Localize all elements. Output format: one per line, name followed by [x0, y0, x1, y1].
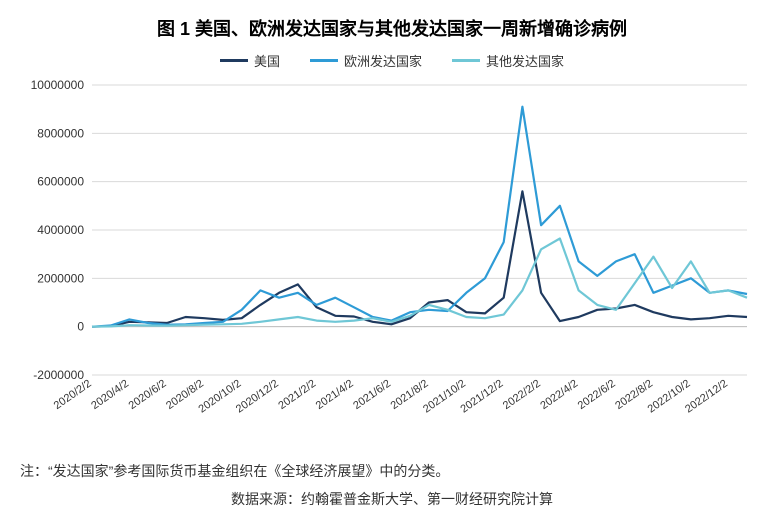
svg-text:4000000: 4000000 — [37, 223, 84, 237]
legend-label-us: 美国 — [254, 51, 280, 70]
svg-text:2022/6/2: 2022/6/2 — [576, 378, 618, 412]
legend-label-eu: 欧洲发达国家 — [344, 51, 422, 70]
svg-text:2021/2/2: 2021/2/2 — [276, 378, 318, 412]
legend-swatch-us — [220, 59, 248, 62]
svg-text:0: 0 — [77, 320, 84, 334]
svg-text:2000000: 2000000 — [37, 271, 84, 285]
svg-text:2020/4/2: 2020/4/2 — [89, 378, 131, 412]
svg-text:2021/6/2: 2021/6/2 — [351, 378, 393, 412]
chart-container: 美国 欧洲发达国家 其他发达国家 -2000000 0 2000000 4000000… — [22, 51, 762, 451]
legend-item-other: 其他发达国家 — [452, 51, 564, 70]
legend-item-us: 美国 — [220, 51, 280, 70]
svg-text:2020/2/2: 2020/2/2 — [52, 378, 94, 412]
footnote: 注：“发达国家”参考国际货币基金组织在《全球经济展望》中的分类。 — [20, 461, 764, 481]
line-chart: -2000000 0 2000000 4000000 6000000 8000000 100… — [22, 75, 762, 445]
svg-text:2020/6/2: 2020/6/2 — [127, 378, 169, 412]
data-source: 数据来源：约翰霍普金斯大学、第一财经研究院计算 — [20, 489, 764, 509]
svg-text:6000000: 6000000 — [37, 175, 84, 189]
svg-text:8000000: 8000000 — [37, 126, 84, 140]
svg-text:-2000000: -2000000 — [33, 368, 84, 382]
legend: 美国 欧洲发达国家 其他发达国家 — [22, 51, 762, 70]
chart-title: 图 1 美国、欧洲发达国家与其他发达国家一周新增确诊病例 — [20, 15, 764, 41]
legend-swatch-other — [452, 59, 480, 62]
svg-text:2021/4/2: 2021/4/2 — [314, 378, 356, 412]
svg-text:2022/4/2: 2022/4/2 — [538, 378, 580, 412]
svg-text:2020/12/2: 2020/12/2 — [234, 378, 281, 416]
legend-swatch-eu — [310, 59, 338, 62]
svg-text:2022/12/2: 2022/12/2 — [683, 378, 730, 416]
svg-text:2022/2/2: 2022/2/2 — [501, 378, 543, 412]
svg-text:10000000: 10000000 — [31, 78, 85, 92]
legend-item-eu: 欧洲发达国家 — [310, 51, 422, 70]
svg-text:2021/12/2: 2021/12/2 — [458, 378, 505, 416]
legend-label-other: 其他发达国家 — [486, 51, 564, 70]
